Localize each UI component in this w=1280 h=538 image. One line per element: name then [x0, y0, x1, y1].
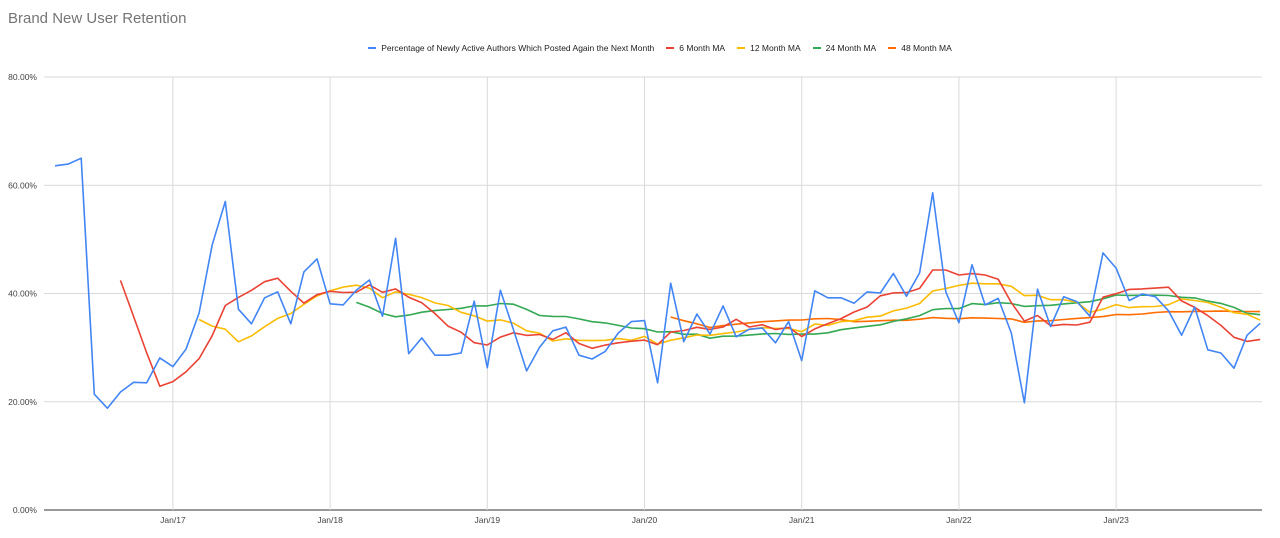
legend-swatch [888, 47, 897, 49]
legend-item-retention[interactable]: Percentage of Newly Active Authors Which… [368, 43, 654, 53]
y-tick-label: 80.00% [8, 72, 37, 82]
series-line-48-month-ma [670, 310, 1261, 329]
series-line-retention [54, 157, 1261, 410]
y-tick-label: 20.00% [8, 397, 37, 407]
chart-title: Brand New User Retention [8, 10, 187, 27]
legend-swatch [666, 47, 675, 49]
legend-label: 12 Month MA [750, 43, 801, 53]
legend-item-12-month-ma[interactable]: 12 Month MA [737, 43, 801, 53]
legend-swatch [737, 47, 746, 49]
y-tick-label: 40.00% [8, 289, 37, 299]
legend-label: Percentage of Newly Active Authors Which… [381, 43, 655, 53]
legend-label: 24 Month MA [825, 43, 877, 53]
series-line-24-month-ma [356, 294, 1261, 340]
y-tick-label: 60.00% [8, 180, 37, 190]
x-tick-label: Jan/17 [160, 515, 186, 525]
legend-label: 6 Month MA [679, 43, 726, 53]
x-tick-label: Jan/21 [789, 515, 815, 525]
legend-item-6-month-ma[interactable]: 6 Month MA [666, 43, 725, 53]
x-tick-label: Jan/20 [632, 515, 658, 525]
legend: Percentage of Newly Active Authors Which… [0, 43, 1280, 53]
legend-label: 48 Month MA [901, 43, 952, 53]
legend-item-48-month-ma[interactable]: 48 Month MA [888, 43, 952, 53]
legend-swatch [368, 47, 377, 49]
x-tick-label: Jan/18 [317, 515, 343, 525]
legend-swatch [812, 47, 821, 49]
x-tick-label: Jan/22 [946, 515, 972, 525]
x-tick-label: Jan/19 [475, 515, 501, 525]
series-line-12-month-ma [198, 282, 1261, 345]
legend-item-24-month-ma[interactable]: 24 Month MA [812, 43, 877, 53]
x-tick-label: Jan/23 [1103, 515, 1129, 525]
y-tick-label: 0.00% [13, 505, 38, 515]
